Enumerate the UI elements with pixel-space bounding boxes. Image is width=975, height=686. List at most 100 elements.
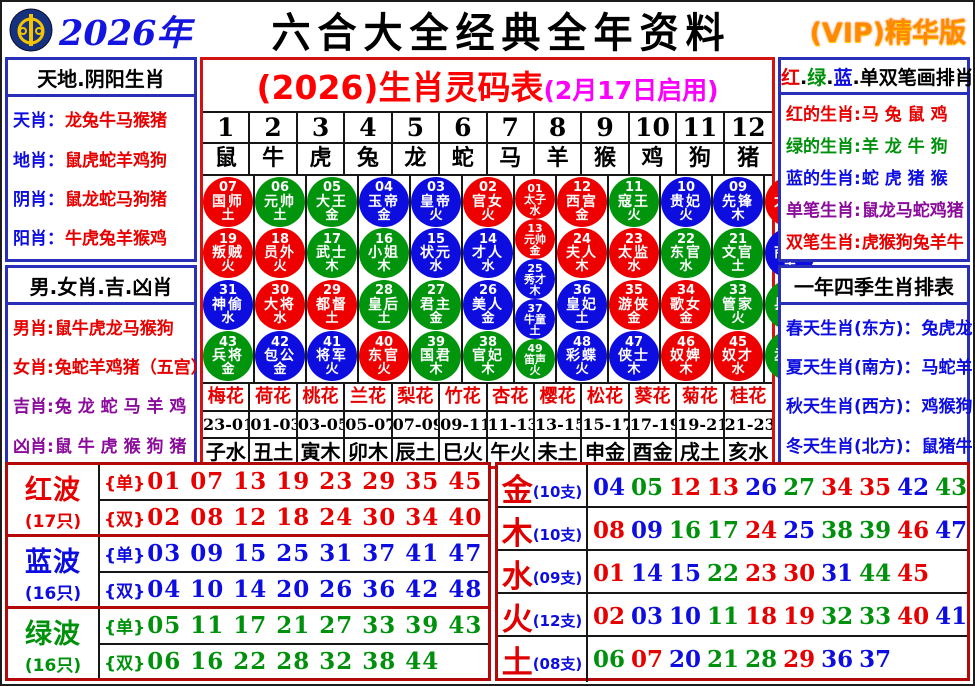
ball-element: 火 bbox=[481, 207, 495, 223]
zodiac-ball: 41 将军火 bbox=[307, 331, 357, 382]
ball-title: 文官 bbox=[722, 245, 754, 262]
wave-numbers: 06 16 22 28 32 38 44 bbox=[147, 647, 440, 675]
zodiac-ball: 09 先锋木 bbox=[713, 176, 763, 227]
ball-number: 19 bbox=[218, 231, 238, 247]
ball-element: 金 bbox=[575, 207, 589, 223]
header: 2026年 六合大全经典全年资料 (VIP)精华版 bbox=[5, 5, 970, 57]
element-number: 23 bbox=[745, 560, 778, 587]
title-segment: . bbox=[826, 67, 834, 89]
zodiac-name: 虎 bbox=[298, 144, 346, 174]
element-number: 01 bbox=[593, 560, 626, 587]
logo-icon bbox=[9, 8, 53, 52]
ball-cell: 02 官女火 bbox=[463, 176, 515, 228]
ball-cell: 28 皇后土 bbox=[359, 279, 411, 331]
ball-element: 木 bbox=[679, 362, 693, 378]
zodiac-name: 鼠 bbox=[203, 144, 251, 174]
element-number: 46 bbox=[897, 517, 930, 544]
zodiac-ball: 38 官妃木 bbox=[463, 331, 513, 382]
ball-cell: 19 叛贼火 bbox=[203, 227, 255, 279]
wave-numbers: 05 11 17 21 27 33 39 43 49 bbox=[147, 612, 488, 640]
ball-element: 水 bbox=[481, 259, 495, 275]
ball-element: 金 bbox=[679, 310, 693, 326]
ball-element: 土 bbox=[529, 323, 541, 337]
element-number: 09 bbox=[631, 517, 664, 544]
element-numbers: 04 05 12 13 26 27 34 35 42 43 bbox=[588, 465, 967, 510]
ball-title: 都督 bbox=[316, 296, 348, 313]
ball-cell: 09 先锋木 bbox=[713, 176, 765, 228]
element-number: 47 bbox=[935, 517, 967, 544]
element-number: 30 bbox=[783, 560, 816, 587]
flower-name: 菊花 bbox=[677, 384, 725, 410]
row-value: 鼠龙蛇马狗猪 bbox=[65, 189, 167, 210]
ball-cell: 16 小姐木 bbox=[359, 227, 411, 279]
wave-name: 绿波 bbox=[25, 618, 81, 650]
element-number: 45 bbox=[897, 560, 930, 587]
year-label: 2026年 bbox=[59, 12, 192, 54]
column-number: 7 bbox=[488, 113, 535, 142]
column-number: 10 bbox=[630, 113, 678, 142]
branch-element: 丑土 bbox=[250, 439, 298, 466]
ball-cell: 22 东官水 bbox=[661, 227, 713, 279]
ball-title: 太监 bbox=[618, 245, 650, 262]
ball-title: 游侠 bbox=[618, 296, 650, 313]
ball-number: 40 bbox=[374, 334, 394, 350]
zodiac-ball: 14 才人水 bbox=[463, 228, 513, 279]
element-label: 火 (12支) bbox=[498, 594, 588, 639]
row-label: 天肖： bbox=[13, 111, 64, 132]
element-number: 34 bbox=[821, 474, 854, 501]
ball-title: 太子 bbox=[524, 192, 546, 206]
ball-cell: 12 西宫金 bbox=[557, 176, 609, 228]
ball-cell: 04 玉帝金 bbox=[359, 176, 411, 228]
panel-row: 吉肖:兔 龙 蛇 马 羊 鸡 bbox=[13, 392, 189, 417]
wave-numbers: 04 10 14 20 26 36 42 48 bbox=[147, 575, 483, 603]
zodiac-ball: 29 都督土 bbox=[307, 279, 357, 330]
title-segment: 红 bbox=[781, 67, 801, 89]
element-number: 02 bbox=[593, 603, 626, 630]
row-label: 春天生肖(东方)： bbox=[786, 318, 921, 339]
ball-element: 水 bbox=[627, 259, 641, 275]
vip-badge: (VIP)精华版 bbox=[809, 17, 966, 49]
ball-element: 水 bbox=[731, 362, 745, 378]
zodiac-ball: 06 元帅土 bbox=[255, 176, 305, 227]
ball-element: 火 bbox=[575, 362, 589, 378]
ball-title: 侠士 bbox=[618, 348, 650, 365]
zodiac-name: 羊 bbox=[535, 144, 583, 174]
title-segment: . bbox=[800, 67, 808, 89]
ball-cell: 36 皇妃土 bbox=[557, 279, 609, 331]
zodiac-ball: 05 大王金 bbox=[307, 176, 357, 227]
element-number: 24 bbox=[745, 517, 778, 544]
ball-title: 彩蝶 bbox=[566, 348, 598, 365]
row-label: 夏天生肖(南方)： bbox=[786, 358, 921, 379]
branch-element: 亥水 bbox=[728, 440, 769, 464]
ball-element: 水 bbox=[429, 259, 443, 275]
wave-number-row: {单} 05 11 17 21 27 33 39 43 49 bbox=[100, 609, 488, 643]
zodiac-ball: 48 彩蝶火 bbox=[557, 331, 607, 382]
panel-row: 天肖：龙兔牛马猴猪 bbox=[13, 106, 189, 131]
table-title-main: (2026)生肖灵码表 bbox=[256, 68, 544, 107]
ball-title: 牛童 bbox=[524, 312, 546, 326]
panel-body: 天肖：龙兔牛马猴猪 地肖：鼠虎蛇羊鸡狗 阴肖：鼠龙蛇马狗猪 阳肖：牛虎兔羊猴鸡 bbox=[8, 97, 194, 259]
column-number: 1 bbox=[203, 113, 251, 142]
row-value: 鼠龙马蛇鸡猪 bbox=[861, 201, 964, 222]
ball-title: 先锋 bbox=[722, 193, 754, 210]
zodiac-name: 猪 bbox=[737, 146, 760, 171]
column-number: 8 bbox=[535, 113, 583, 142]
panel-title: 男.女肖.吉.凶肖 bbox=[8, 268, 194, 305]
panel-row: 女肖:兔蛇羊鸡猪（五宫） bbox=[13, 353, 208, 378]
zodiac-ball: 37 牛童土 bbox=[515, 299, 555, 339]
ball-title: 管家 bbox=[722, 296, 754, 313]
element-number: 12 bbox=[669, 474, 702, 501]
row-value: 牛虎兔羊猴鸡 bbox=[65, 229, 167, 250]
panel-body: 红的生肖:马 兔 鼠 鸡绿的生肖:羊 龙 牛 狗蓝的生肖:蛇 虎 猪 猴单笔生肖… bbox=[781, 95, 967, 259]
flower-name: 竹花 bbox=[440, 384, 488, 410]
ball-cell: 26 美人金 bbox=[463, 279, 515, 331]
ball-element: 木 bbox=[481, 362, 495, 378]
ball-title: 东官 bbox=[670, 245, 702, 262]
element-number: 04 bbox=[593, 474, 626, 501]
wave-label: 绿波 (16只) bbox=[8, 609, 100, 678]
ball-number: 02 bbox=[478, 180, 498, 196]
hour-range: 09-11 bbox=[440, 412, 488, 437]
ball-cell: 45 奴才水 bbox=[713, 330, 765, 382]
ball-title: 皇帝 bbox=[420, 193, 452, 210]
ball-element: 水 bbox=[679, 259, 693, 275]
